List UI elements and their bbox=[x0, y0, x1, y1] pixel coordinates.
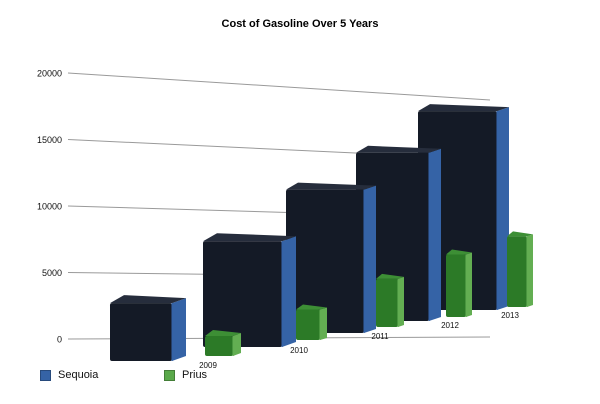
bar-sequoia-2009 bbox=[110, 295, 186, 361]
bar-prius-2013-side bbox=[527, 234, 533, 307]
bar-sequoia-2011-front bbox=[286, 189, 364, 333]
bar-sequoia-2009-side bbox=[172, 298, 186, 361]
bar-sequoia-2012-top bbox=[356, 145, 441, 153]
bar-prius-2012 bbox=[446, 249, 472, 317]
y-tick-label: 15000 bbox=[37, 135, 62, 145]
bar-sequoia-2010-side bbox=[282, 236, 296, 347]
y-tick-label: 20000 bbox=[37, 69, 62, 79]
bar-prius-2012-front bbox=[446, 254, 466, 317]
bar-prius-2009 bbox=[205, 330, 241, 356]
legend: Sequoia Prius bbox=[40, 369, 340, 387]
bar-sequoia-2009-front bbox=[110, 303, 172, 361]
bar-prius-2010-top bbox=[296, 304, 327, 310]
bar-sequoia-2011 bbox=[286, 182, 376, 333]
y-axis-ticks: 0 5000 10000 15000 20000 bbox=[37, 69, 62, 345]
bar-prius-2013 bbox=[507, 231, 533, 307]
bar-sequoia-2009-top bbox=[110, 295, 186, 304]
x-tick-label: 2010 bbox=[290, 346, 308, 355]
y-tick-label: 5000 bbox=[42, 268, 62, 278]
bar-sequoia-2010 bbox=[203, 233, 296, 347]
bar-sequoia-2013-top bbox=[418, 104, 509, 112]
bar-prius-2009-top bbox=[205, 330, 241, 336]
bar-prius-2010-front bbox=[296, 309, 320, 340]
legend-label-prius: Prius bbox=[182, 369, 208, 381]
y-tick-label: 0 bbox=[57, 335, 62, 345]
bar-sequoia-2010-front bbox=[203, 241, 282, 347]
legend-item-prius: Prius bbox=[164, 369, 207, 381]
bar-sequoia-2012-side bbox=[429, 148, 441, 321]
bar-prius-2012-top bbox=[446, 249, 472, 255]
legend-swatch-prius bbox=[164, 369, 175, 381]
bar-prius-2011 bbox=[376, 273, 404, 327]
bar-prius-2011-front bbox=[376, 278, 398, 327]
legend-item-sequoia: Sequoia bbox=[40, 369, 98, 381]
bars bbox=[110, 104, 533, 361]
bar-prius-2013-top bbox=[507, 231, 533, 237]
bar-prius-2013-front bbox=[507, 236, 527, 307]
bar-sequoia-2010-top bbox=[203, 233, 296, 242]
x-axis-ticks: 2009 2010 2011 2012 2013 bbox=[199, 311, 519, 370]
bar-prius-2010 bbox=[296, 304, 327, 340]
x-tick-label: 2011 bbox=[371, 332, 389, 341]
bar-prius-2011-side bbox=[398, 276, 404, 327]
gridline bbox=[67, 72, 491, 101]
bar-prius-2009-front bbox=[205, 336, 233, 356]
x-tick-label: 2013 bbox=[501, 311, 519, 320]
x-tick-label: 2009 bbox=[199, 361, 217, 370]
legend-swatch-sequoia bbox=[40, 369, 51, 381]
bar-sequoia-2011-top bbox=[286, 182, 376, 190]
bar-prius-2009-side bbox=[233, 333, 241, 356]
bar-sequoia-2013-side bbox=[497, 107, 509, 310]
chart-title: Cost of Gasoline Over 5 Years bbox=[222, 18, 379, 30]
legend-label-sequoia: Sequoia bbox=[58, 369, 99, 381]
bar-prius-2011-top bbox=[376, 273, 404, 279]
y-tick-label: 10000 bbox=[37, 202, 62, 212]
bar-prius-2010-side bbox=[320, 307, 327, 340]
x-tick-label: 2012 bbox=[441, 321, 459, 330]
bar-sequoia-2011-side bbox=[364, 185, 376, 333]
bar-prius-2012-side bbox=[466, 252, 472, 317]
